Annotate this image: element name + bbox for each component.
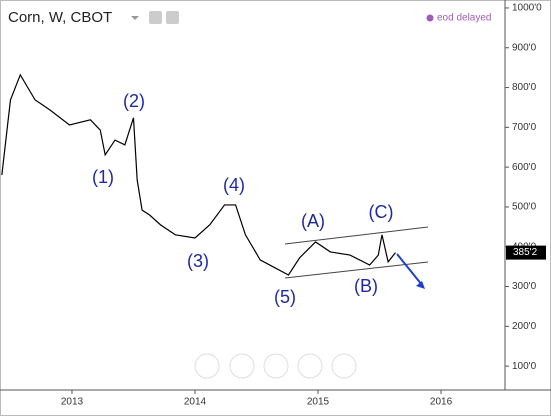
y-tick-label: 300'0 bbox=[512, 281, 537, 292]
zoom-in[interactable] bbox=[297, 353, 323, 379]
scroll-right[interactable] bbox=[331, 353, 357, 379]
y-tick-label: 800'0 bbox=[512, 82, 537, 93]
status-dot bbox=[426, 14, 434, 22]
channel-upper bbox=[284, 226, 429, 245]
x-tick-label: 2016 bbox=[430, 397, 453, 408]
chart-title: Corn, W, CBOT bbox=[8, 9, 112, 26]
y-tick-label: 900'0 bbox=[512, 42, 537, 53]
forecast-arrow bbox=[396, 253, 423, 286]
wave-label: (5) bbox=[274, 287, 296, 307]
reset[interactable] bbox=[263, 353, 289, 379]
status-text: eod delayed bbox=[437, 13, 492, 24]
x-tick-label: 2015 bbox=[307, 397, 330, 408]
last-price-label: 385'2 bbox=[513, 247, 538, 258]
x-tick-label: 2014 bbox=[184, 397, 207, 408]
wave-label: (C) bbox=[369, 202, 394, 222]
wave-label: (A) bbox=[301, 211, 325, 231]
wave-label: (3) bbox=[187, 251, 209, 271]
y-tick-label: 500'0 bbox=[512, 202, 537, 213]
wave-label: (B) bbox=[354, 276, 378, 296]
y-tick-label: 100'0 bbox=[512, 361, 537, 372]
y-tick-label: 600'0 bbox=[512, 162, 537, 173]
dropdown-caret[interactable] bbox=[131, 16, 139, 20]
wave-label: (2) bbox=[123, 91, 145, 111]
forecast-arrowhead bbox=[416, 281, 425, 289]
y-tick-label: 700'0 bbox=[512, 122, 537, 133]
fullscreen-icon[interactable] bbox=[166, 11, 179, 24]
last-price-box bbox=[506, 245, 546, 260]
zoom-controls bbox=[194, 353, 357, 379]
channel-lower bbox=[284, 261, 429, 279]
price-line bbox=[1, 73, 396, 276]
scroll-left[interactable] bbox=[194, 353, 220, 379]
y-tick-label: 200'0 bbox=[512, 321, 537, 332]
settings-icon[interactable] bbox=[149, 11, 162, 24]
y-tick-label: 1000'0 bbox=[512, 3, 542, 14]
wave-label: (1) bbox=[92, 167, 114, 187]
zoom-out[interactable] bbox=[229, 353, 255, 379]
x-tick-label: 2013 bbox=[61, 397, 84, 408]
wave-label: (4) bbox=[223, 175, 245, 195]
